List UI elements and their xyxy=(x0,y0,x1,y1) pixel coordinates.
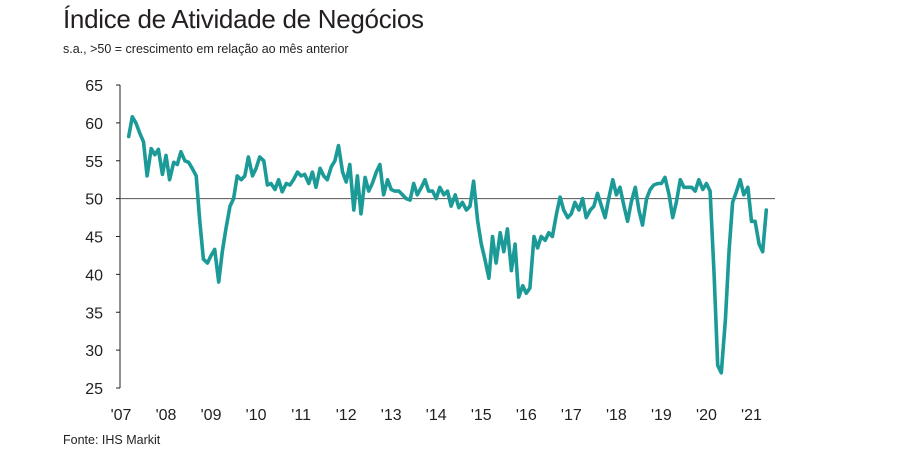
x-tick-label: '10 xyxy=(246,407,267,424)
y-tick-label: 60 xyxy=(85,116,103,133)
x-tick-label: '08 xyxy=(156,407,177,424)
x-tick-label: '07 xyxy=(111,407,132,424)
y-tick-label: 65 xyxy=(85,78,103,95)
x-tick-label: '20 xyxy=(696,407,717,424)
x-tick-label: '14 xyxy=(426,407,447,424)
y-tick-label: 30 xyxy=(85,343,103,360)
x-tick-label: '17 xyxy=(561,407,582,424)
x-tick-label: '09 xyxy=(201,407,222,424)
x-tick-label: '13 xyxy=(381,407,402,424)
x-tick-label: '19 xyxy=(651,407,672,424)
series-group xyxy=(126,115,769,375)
y-tick-label: 40 xyxy=(85,267,103,284)
line-chart: 25 30 35 40 45 50 55 60 65 '07 '08 '09 '10 '11 '12 '13… xyxy=(85,78,775,424)
x-tick-label: '18 xyxy=(606,407,627,424)
y-tick-label: 55 xyxy=(85,154,103,171)
x-tick-label: '12 xyxy=(336,407,357,424)
chart-title: Índice de Atividade de Negócios xyxy=(63,4,424,34)
y-axis: 25 30 35 40 45 50 55 60 65 xyxy=(85,78,121,398)
y-tick-label: 45 xyxy=(85,230,103,247)
series-line xyxy=(126,115,769,375)
chart-source: Fonte: IHS Markit xyxy=(63,433,161,447)
y-tick-label: 35 xyxy=(85,305,103,322)
y-tick-label: 25 xyxy=(85,381,103,398)
y-tick-label: 50 xyxy=(85,192,103,209)
x-tick-label: '11 xyxy=(291,407,311,424)
chart-subtitle: s.a., >50 = crescimento em relação ao mê… xyxy=(63,42,349,56)
x-axis: '07 '08 '09 '10 '11 '12 '13 '14 '15 '16 '17 '18 '19 '… xyxy=(111,407,762,424)
x-tick-label: '16 xyxy=(516,407,537,424)
x-tick-label: '15 xyxy=(471,407,492,424)
x-tick-label: '21 xyxy=(741,407,762,424)
